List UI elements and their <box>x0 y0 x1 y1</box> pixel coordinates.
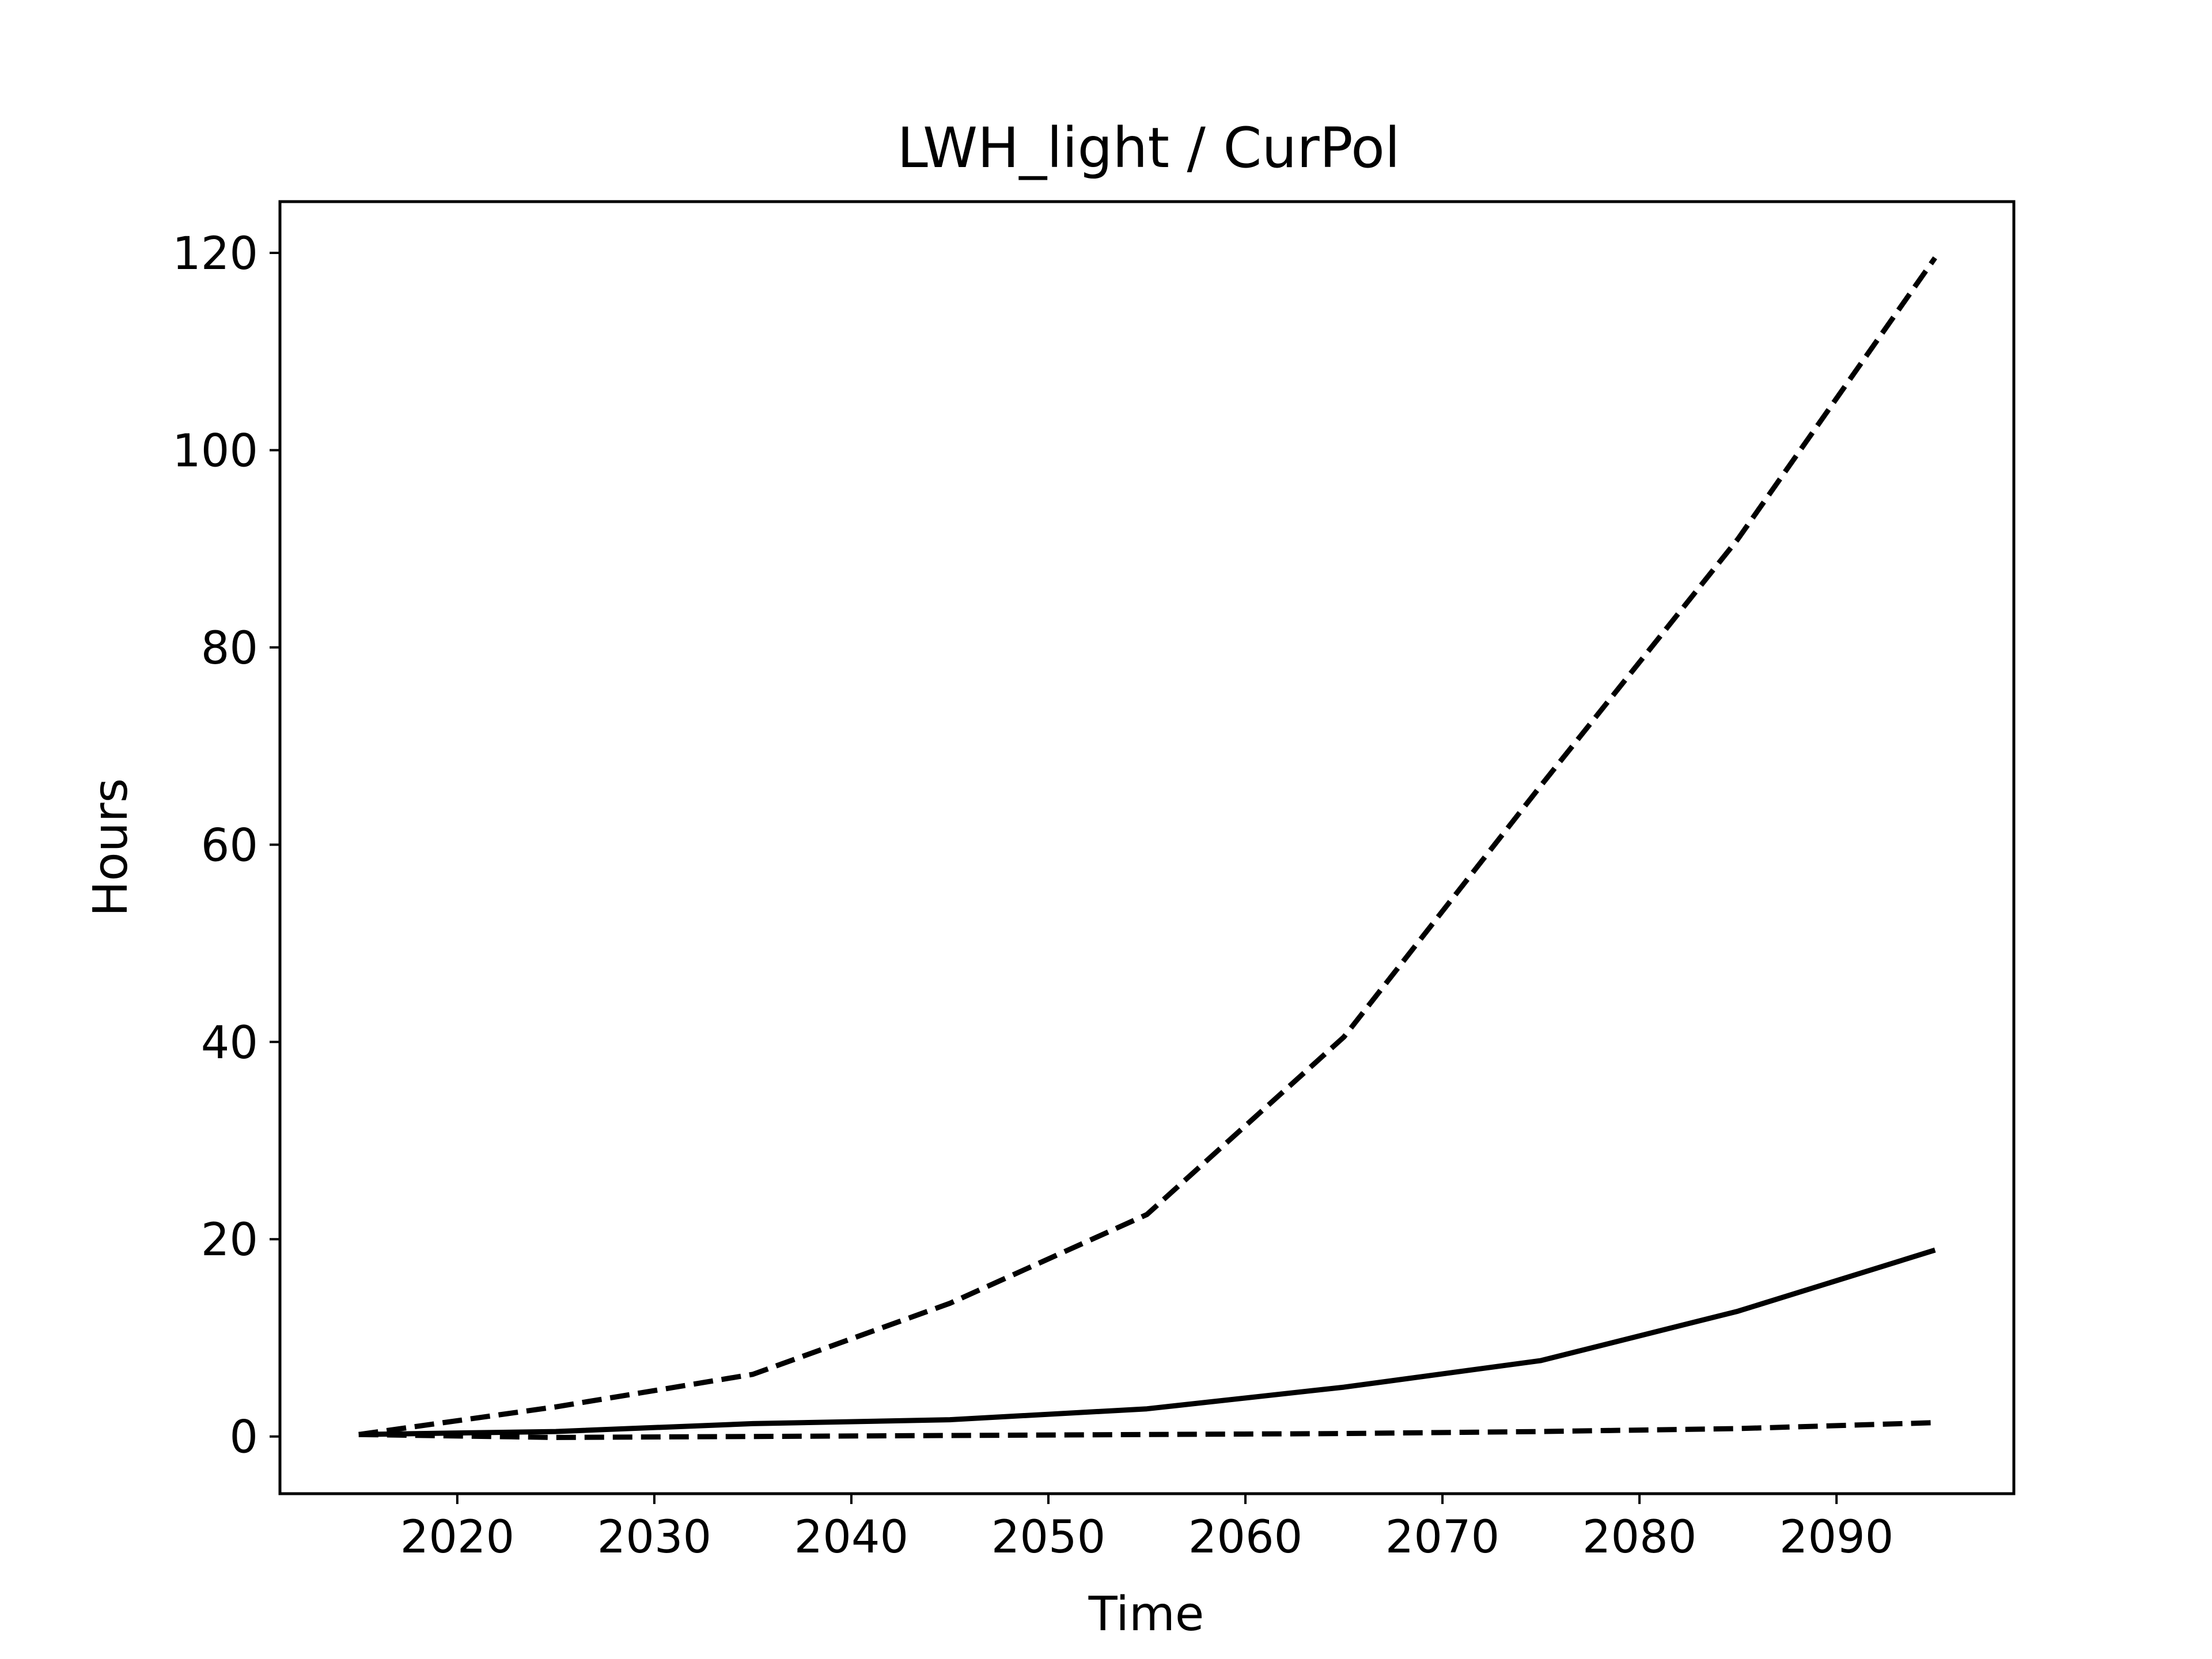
y-tick-label: 20 <box>201 1214 258 1266</box>
series-line-3 <box>358 1420 1936 1440</box>
x-tick-label: 2040 <box>794 1512 909 1563</box>
y-tick-label: 40 <box>201 1017 258 1069</box>
y-tick-label: 80 <box>201 623 258 675</box>
plot-area <box>358 256 1937 1440</box>
y-tick-label: 60 <box>201 820 258 872</box>
x-tick-label: 2080 <box>1582 1512 1697 1563</box>
x-tick-label: 2030 <box>597 1512 712 1563</box>
x-axis: 2020 2030 2040 2050 2060 2070 2080 2090 <box>400 1494 1894 1563</box>
y-tick-label: 0 <box>229 1412 258 1464</box>
plot-frame <box>278 200 2016 1495</box>
y-axis: 0 20 40 60 80 100 120 <box>172 228 280 1464</box>
x-tick-label: 2020 <box>400 1512 515 1563</box>
x-tick-label: 2070 <box>1385 1512 1500 1563</box>
chart-title: LWH_light / CurPol <box>897 116 1400 180</box>
series-line-2 <box>358 1247 1936 1437</box>
x-tick-label: 2090 <box>1779 1512 1894 1563</box>
x-tick-label: 2050 <box>991 1512 1106 1563</box>
x-axis-label: Time <box>1088 1587 1205 1642</box>
y-tick-label: 120 <box>172 228 258 280</box>
y-tick-label: 100 <box>172 425 258 477</box>
y-axis-label: Hours <box>84 778 138 916</box>
x-tick-label: 2060 <box>1188 1512 1303 1563</box>
series-line-1 <box>358 256 1937 1437</box>
